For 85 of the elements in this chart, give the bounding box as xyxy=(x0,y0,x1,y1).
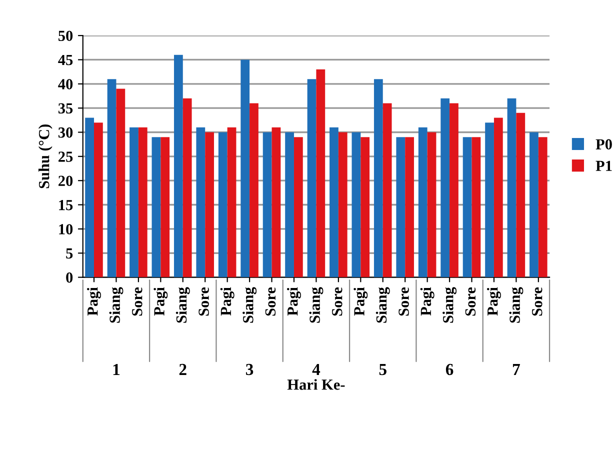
bar xyxy=(485,122,494,278)
legend-label: P0 xyxy=(596,139,612,150)
x-tick-label: Siang xyxy=(176,287,190,323)
y-tick-label: 20 xyxy=(58,176,73,186)
x-tick-label: Pagi xyxy=(486,287,501,316)
bar xyxy=(374,79,383,278)
x-tick-label: Sore xyxy=(198,287,209,316)
bar xyxy=(182,98,192,278)
bar xyxy=(382,103,392,278)
y-tick-label: 35 xyxy=(58,103,73,114)
y-axis-title: Suhu (°C) xyxy=(38,124,52,188)
x-axis-title: Hari Ke- xyxy=(287,379,345,390)
bar xyxy=(440,98,450,278)
text: 4 xyxy=(312,364,320,375)
text: 2 xyxy=(179,364,186,375)
text: 7 xyxy=(512,364,520,375)
bar xyxy=(218,132,228,278)
bar xyxy=(227,127,236,278)
bar xyxy=(240,60,250,278)
x-tick-label: Siang xyxy=(309,287,324,323)
bar xyxy=(160,137,170,278)
x-tick-label: Siang xyxy=(376,287,390,323)
bar xyxy=(130,127,138,278)
y-tick-label: 50 xyxy=(58,30,73,41)
bar xyxy=(316,69,326,278)
x-tick-label: Pagi xyxy=(87,287,101,316)
x-tick-label: Pagi xyxy=(220,287,234,316)
bar xyxy=(472,137,481,278)
bar xyxy=(352,132,361,278)
x-tick-label: Sore xyxy=(132,287,142,316)
bar xyxy=(262,132,272,278)
bar xyxy=(396,137,406,278)
y-tick-label: 25 xyxy=(58,152,73,162)
bar xyxy=(196,127,206,278)
bar xyxy=(427,132,436,278)
bar xyxy=(250,103,258,278)
bar xyxy=(516,112,526,278)
bar xyxy=(507,98,516,278)
bar xyxy=(450,103,458,278)
bar xyxy=(338,132,348,278)
bar xyxy=(418,127,428,278)
bar xyxy=(138,127,148,278)
bar xyxy=(530,132,538,278)
bar xyxy=(94,122,103,278)
bar xyxy=(174,54,183,278)
text: 1 xyxy=(113,364,120,375)
x-tick-label: Siang xyxy=(442,287,457,323)
bar xyxy=(205,132,214,278)
x-tick-label: Sore xyxy=(465,287,476,316)
bar xyxy=(494,118,503,278)
bar xyxy=(85,118,94,278)
bar xyxy=(405,137,414,278)
y-tick-label: 10 xyxy=(59,224,73,234)
bar xyxy=(152,137,161,278)
x-tick-label: Siang xyxy=(509,287,524,323)
text: 3 xyxy=(246,364,254,376)
y-tick-label: 15 xyxy=(59,200,73,210)
bar xyxy=(116,88,126,278)
x-tick-label: Pagi xyxy=(287,287,301,316)
y-tick-label: 40 xyxy=(58,79,73,90)
bar xyxy=(462,137,472,278)
bar xyxy=(538,137,548,278)
bar xyxy=(272,127,281,278)
text: 6 xyxy=(446,364,454,376)
bar xyxy=(360,137,370,278)
x-tick-label: Pagi xyxy=(354,287,368,316)
y-tick-label: 30 xyxy=(58,127,73,138)
bar xyxy=(330,127,338,278)
x-tick-label: Pagi xyxy=(154,287,168,316)
x-tick-label: Sore xyxy=(532,287,542,316)
bar xyxy=(294,137,303,278)
x-tick-label: Sore xyxy=(265,287,276,316)
bar xyxy=(307,79,316,278)
bar xyxy=(285,132,294,278)
x-tick-label: Sore xyxy=(398,287,409,316)
x-tick-label: Pagi xyxy=(420,287,434,316)
y-tick-label: 5 xyxy=(66,248,73,259)
x-tick-label: Siang xyxy=(242,287,257,323)
bar xyxy=(107,79,116,278)
y-tick-label: 45 xyxy=(58,54,73,66)
text: 5 xyxy=(379,364,386,376)
y-tick-label: 0 xyxy=(66,272,73,283)
x-tick-label: Siang xyxy=(109,287,124,323)
x-tick-label: Sore xyxy=(332,287,342,316)
legend-label: P1 xyxy=(596,160,612,171)
